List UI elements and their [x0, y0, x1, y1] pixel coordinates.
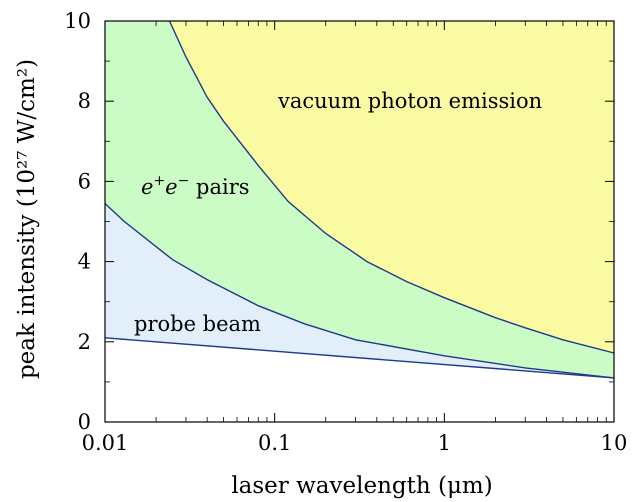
middle-boundary-line: [104, 202, 615, 379]
region-fills: [105, 21, 614, 378]
y-tick-label: 2: [78, 330, 91, 354]
probe-beam-label: probe beam: [134, 312, 261, 336]
y-tick-label: 6: [78, 169, 91, 193]
y-tick-label: 8: [78, 89, 91, 113]
pairs-region: [105, 21, 614, 378]
x-tick-label: 10: [601, 431, 628, 455]
vacuum-photon-emission-label: vacuum photon emission: [277, 89, 542, 113]
y-tick-label: 0: [78, 410, 91, 434]
upper-boundary-line: [168, 20, 615, 354]
x-tick-label: 0.1: [258, 431, 291, 455]
probe-beam-region: [105, 203, 614, 378]
x-tick-label: 0.01: [82, 431, 129, 455]
x-axis-title: laser wavelength (μm): [231, 473, 492, 499]
x-tick-label: 1: [438, 431, 451, 455]
lower-boundary-line: [104, 337, 615, 379]
y-axis-title: peak intensity (10²⁷ W/cm²): [14, 59, 40, 379]
boundary-lines: [104, 20, 615, 379]
y-tick-label: 4: [78, 250, 91, 274]
pairs-label: e+e− pairs: [141, 173, 250, 199]
vacuum-emission-region: [169, 21, 614, 353]
y-tick-label: 10: [64, 9, 91, 33]
tick-labels: 0.01 0.1 1 10 0 2 4 6 8 10: [64, 9, 627, 455]
axis-ticks: [104, 20, 615, 423]
